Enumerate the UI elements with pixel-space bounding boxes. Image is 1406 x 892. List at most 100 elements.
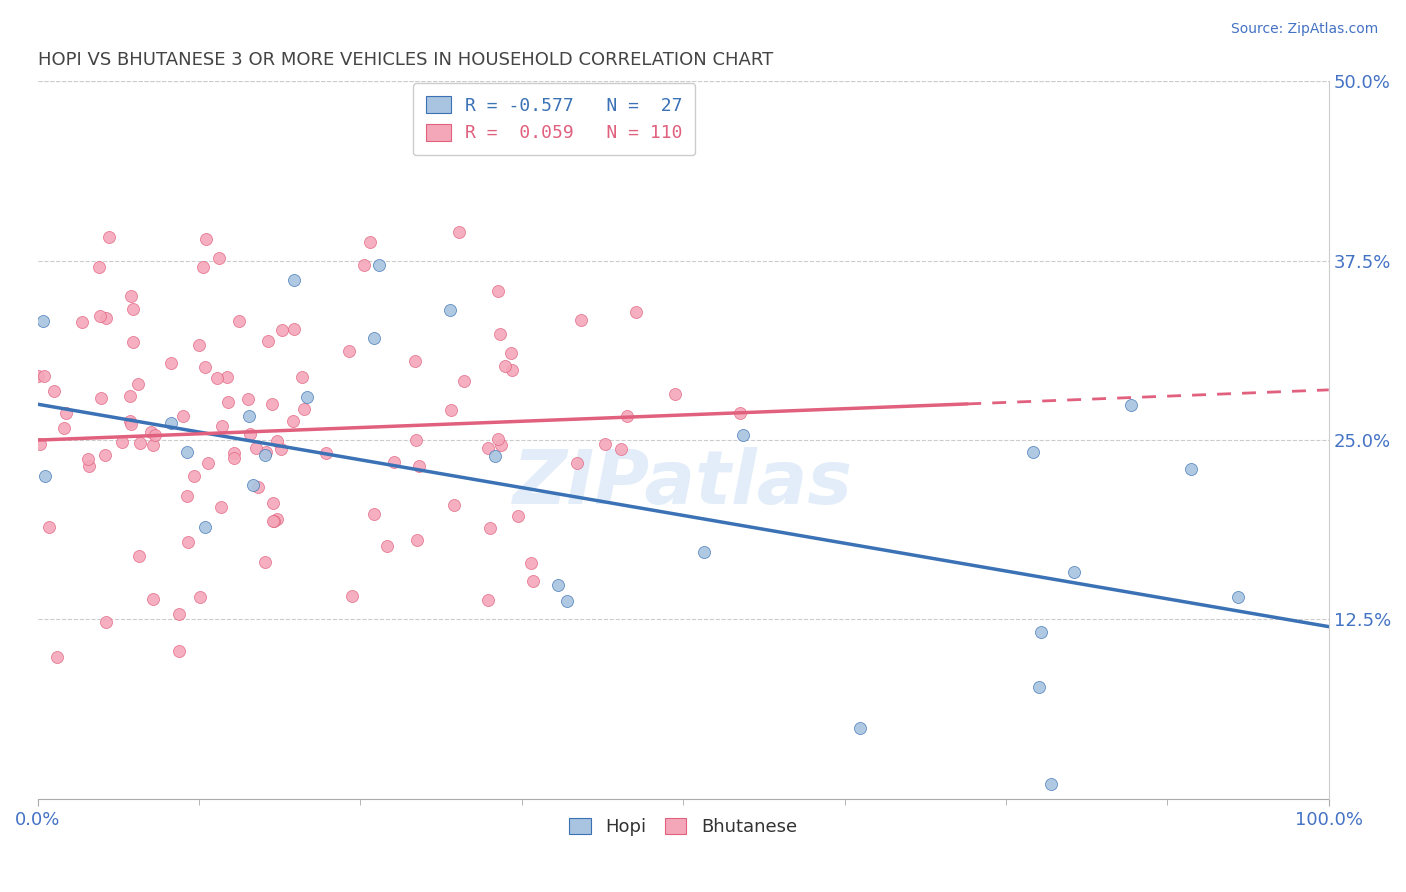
Point (262, 397, 284, 411)
Point (120, 289, 142, 303)
Point (728, 406, 751, 420)
Legend: Hopi, Bhutanese: Hopi, Bhutanese (562, 811, 804, 844)
Point (160, 356, 183, 370)
Point (118, 414, 141, 428)
Point (42, 384, 65, 398)
Point (849, 721, 872, 735)
Point (211, 418, 233, 433)
Point (270, 323, 292, 337)
Point (254, 555, 277, 569)
Point (508, 509, 530, 524)
Point (228, 314, 250, 328)
Point (94, 311, 117, 326)
Point (447, 225, 470, 239)
Point (242, 478, 264, 492)
Point (32, 314, 55, 328)
Point (176, 489, 198, 503)
Point (239, 426, 262, 441)
Point (208, 251, 231, 265)
Point (499, 346, 522, 360)
Point (440, 403, 463, 417)
Point (501, 363, 523, 377)
Point (90, 392, 112, 406)
Point (176, 444, 198, 458)
Point (167, 643, 190, 657)
Point (488, 326, 510, 341)
Point (624, 305, 647, 319)
Point (1039, 777, 1062, 791)
Point (477, 441, 499, 455)
Point (693, 545, 716, 559)
Point (342, 590, 364, 604)
Point (89, 309, 111, 323)
Text: ZIPatlas: ZIPatlas (513, 447, 853, 520)
Point (547, 578, 569, 592)
Point (486, 433, 509, 447)
Point (477, 593, 499, 607)
Point (315, 445, 337, 459)
Point (406, 533, 429, 547)
Point (77, 452, 100, 467)
Point (1119, 399, 1142, 413)
Point (142, 438, 165, 452)
Point (262, 496, 284, 510)
Point (404, 353, 426, 368)
Point (120, 417, 142, 432)
Point (238, 409, 260, 423)
Point (1022, 445, 1045, 459)
Point (283, 273, 305, 287)
Point (375, 539, 398, 553)
Point (245, 441, 267, 455)
Point (188, 590, 211, 604)
Point (254, 445, 277, 459)
Point (257, 334, 280, 348)
Point (111, 434, 134, 449)
Point (127, 377, 149, 392)
Point (96, 615, 118, 629)
Point (266, 511, 288, 525)
Point (139, 425, 162, 439)
Text: Source: ZipAtlas.com: Source: ZipAtlas.com (1230, 22, 1378, 37)
Point (1028, 681, 1050, 695)
Point (270, 442, 292, 456)
Point (368, 258, 391, 272)
Point (222, 446, 245, 460)
Point (34, 468, 56, 483)
Point (292, 402, 315, 417)
Point (55, 406, 77, 420)
Text: HOPI VS BHUTANESE 3 OR MORE VEHICLES IN HOUSEHOLD CORRELATION CHART: HOPI VS BHUTANESE 3 OR MORE VEHICLES IN … (38, 51, 773, 69)
Point (555, 594, 578, 608)
Point (27, 369, 49, 384)
Point (453, 374, 475, 388)
Point (281, 413, 304, 427)
Point (197, 456, 219, 470)
Point (567, 456, 589, 470)
Point (176, 535, 198, 549)
Point (295, 390, 318, 404)
Point (118, 389, 141, 403)
Point (263, 514, 285, 528)
Point (209, 500, 232, 515)
Point (359, 235, 381, 249)
Point (79, 458, 101, 473)
Point (439, 302, 461, 317)
Point (143, 428, 166, 442)
Point (595, 436, 617, 450)
Point (32, 368, 55, 383)
Point (246, 480, 269, 494)
Point (520, 557, 543, 571)
Point (128, 436, 150, 450)
Point (731, 428, 754, 442)
Point (610, 442, 633, 456)
Point (30, 437, 52, 451)
Point (98, 230, 121, 244)
Point (363, 331, 385, 345)
Point (486, 284, 509, 298)
Point (522, 574, 544, 589)
Point (217, 394, 239, 409)
Point (70, 316, 93, 330)
Point (291, 370, 314, 384)
Point (569, 313, 592, 327)
Point (353, 258, 375, 272)
Point (191, 260, 214, 274)
